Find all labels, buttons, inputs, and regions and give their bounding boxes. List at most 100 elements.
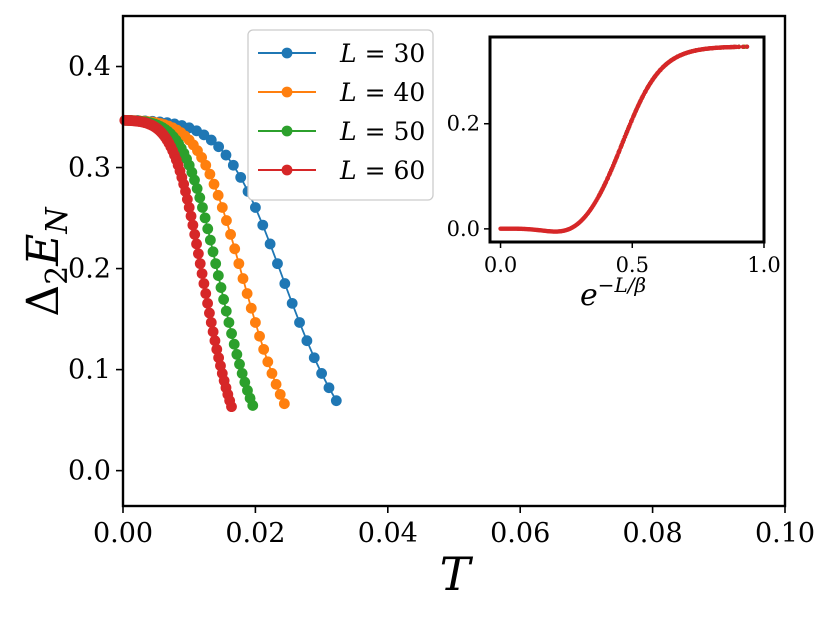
inset-background [490,37,764,242]
data-point-L40 [258,343,270,355]
data-point-L40 [200,159,212,171]
data-point-L50 [207,246,219,258]
data-point-L60 [181,193,193,205]
data-point-L30 [227,159,239,171]
data-point-L50 [212,270,224,281]
y-tick-label: 0.1 [68,355,111,386]
main-x-axis: 0.00 0.02 0.04 0.06 0.08 0.10 [93,506,815,549]
data-point-L30 [264,238,276,250]
data-point-L60 [196,268,208,279]
legend-label: L = 60 [339,156,425,185]
data-point-L60 [191,238,202,250]
data-point-L40 [266,368,278,379]
x-tick-label: 0.06 [490,518,550,549]
data-point-L60 [226,401,237,413]
data-point-L30 [294,317,305,328]
data-point-L60 [202,297,213,309]
legend-label: L = 50 [339,117,425,146]
legend-label: L = 30 [339,39,425,68]
data-point-L40 [254,330,265,342]
y-tick-label: 0.0 [68,456,111,487]
x-tick-label: 0.10 [755,518,815,549]
legend: L = 30 L = 40 L = 50 L = 60 [247,29,434,201]
x-tick-label: 0.04 [358,518,418,549]
inset-x-tick-label: 0.5 [616,253,649,277]
data-point-L60 [189,228,201,240]
data-point-L60 [204,307,215,319]
data-point-L60 [198,278,210,289]
data-point-L30 [301,335,313,347]
data-point-L60 [211,343,223,355]
y-tick-label: 0.4 [68,52,111,83]
x-tick-label: 0.08 [623,518,683,549]
data-point-L50 [239,376,251,388]
data-point-L60 [205,317,217,328]
data-point-L50 [194,192,206,204]
main-plot: 0.00 0.02 0.04 0.06 0.08 0.10 0.00.10.20.30.4… [18,14,815,601]
data-point-L30 [250,202,261,213]
data-point-L40 [225,228,236,240]
inset-x-label-exponent: −L/β [598,273,646,297]
inset-point-L60 [744,44,750,49]
inset-y-tick-label: 0.2 [447,112,480,136]
data-point-L30 [257,219,269,231]
data-point-L30 [279,278,291,289]
data-point-L30 [308,352,320,364]
legend-marker [281,164,293,176]
inset-frame [488,35,766,244]
data-point-L40 [241,288,253,299]
legend-marker [281,86,293,98]
data-point-L50 [220,305,232,317]
data-point-L60 [187,219,199,231]
data-point-L50 [197,202,208,213]
data-point-L50 [247,400,259,411]
inset-y-axis: 0.0 0.2 [447,112,490,241]
inset-x-tick-label: 1.0 [747,253,780,277]
data-point-L50 [210,258,222,270]
data-point-L30 [323,382,335,394]
data-point-L50 [218,294,230,305]
data-point-L40 [245,302,257,314]
data-point-L50 [231,349,243,360]
data-point-L60 [194,258,206,270]
data-point-L50 [204,234,216,246]
inset-point-L60 [740,44,746,49]
data-point-L50 [228,338,240,350]
data-point-L50 [199,212,211,224]
data-point-L50 [226,328,237,339]
data-point-L50 [223,317,235,328]
legend-label: L = 40 [339,78,425,107]
x-tick-label: 0.02 [225,518,285,549]
inset-plot: 0.0 0.5 1.0 0.0 0.2 e−L/β [447,35,781,313]
data-point-L60 [207,326,219,338]
inset-point [734,44,739,50]
data-point-L50 [234,358,245,370]
y-axis-label: Δ2EN [18,206,75,317]
inset-y-tick-label: 0.0 [447,217,480,241]
data-point-L30 [286,297,298,309]
data-point-L40 [278,398,290,410]
data-point-L40 [212,189,224,201]
data-point-L50 [189,174,200,186]
y-label-sub-2: 2 [40,266,75,285]
inset-x-axis: 0.0 0.5 1.0 [484,242,781,277]
data-point-L40 [208,178,220,190]
data-point-L40 [250,317,261,328]
inset-x-axis-label: e−L/β [580,273,646,313]
legend-marker [281,47,293,59]
data-point-L50 [202,223,214,235]
svg-text:Δ2EN: Δ2EN [18,206,75,317]
data-point-L60 [209,335,221,347]
data-point-L30 [205,134,217,146]
data-point-L40 [270,378,282,390]
y-tick-label: 0.3 [68,153,111,184]
data-point-L40 [233,258,245,270]
data-point-L50 [215,282,227,293]
legend-box [247,29,434,201]
data-point-L60 [200,288,212,299]
data-point-L40 [229,243,241,255]
inset-x-tick-label: 0.0 [484,253,517,277]
data-point-L40 [274,388,286,400]
inset-x-label-base: e [580,278,598,313]
